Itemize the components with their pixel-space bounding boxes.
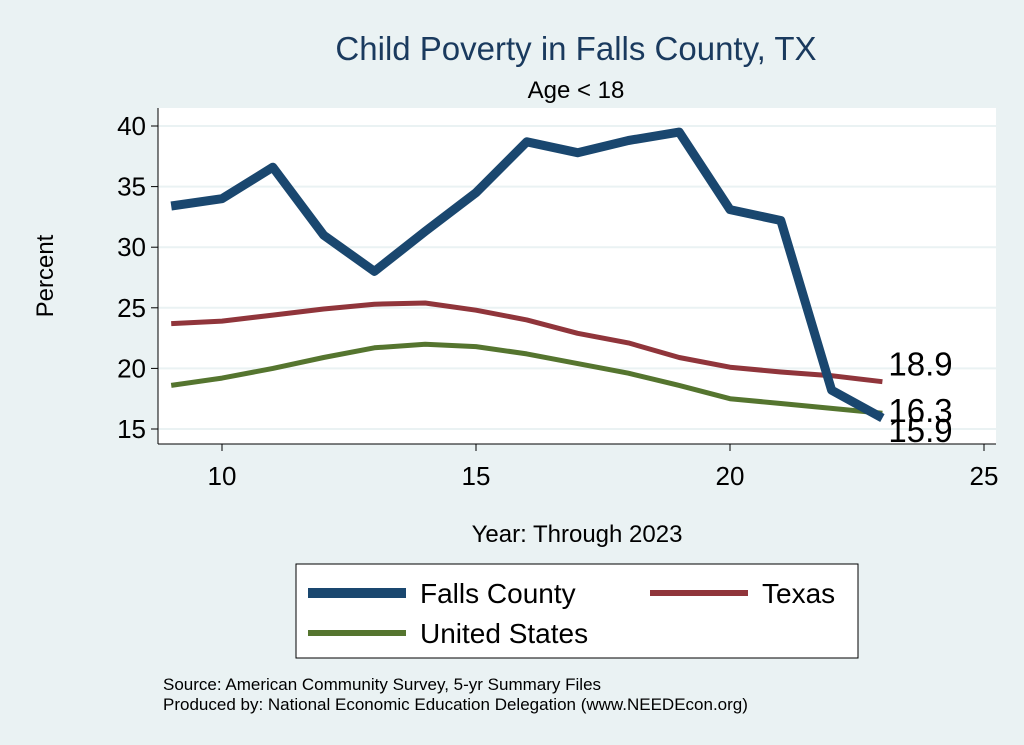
source-note: Source: American Community Survey, 5-yr … — [163, 675, 601, 694]
legend-label-falls-county: Falls County — [420, 578, 576, 609]
x-tick-label-10: 10 — [208, 461, 237, 491]
y-tick-label-25: 25 — [117, 293, 146, 323]
series-line-falls-county — [170, 127, 885, 423]
end-label-falls-county: 15.9 — [888, 412, 952, 449]
y-tick-label-30: 30 — [117, 232, 146, 262]
x-axis-title: Year: Through 2023 — [472, 521, 683, 548]
chart-title: Child Poverty in Falls County, TX — [335, 30, 816, 67]
end-label-texas: 18.9 — [888, 346, 952, 383]
legend-label-texas: Texas — [762, 578, 835, 609]
end-label-united-states: 16.3 — [888, 392, 952, 429]
y-axis-title: Percent — [32, 234, 59, 317]
y-tick-label-40: 40 — [117, 111, 146, 141]
legend: Falls County Texas United States — [295, 563, 859, 659]
legend-label-united-states: United States — [420, 618, 588, 649]
end-labels: 15.9 18.9 16.3 — [888, 346, 952, 449]
plot-area — [158, 108, 996, 444]
y-tick-label-15: 15 — [117, 414, 146, 444]
series-line-texas — [171, 300, 883, 385]
series-lines — [170, 127, 885, 423]
legend-box — [295, 563, 859, 659]
axes — [157, 108, 996, 445]
produced-by-note: Produced by: National Economic Education… — [163, 695, 748, 714]
x-ticks: 10 15 20 25 — [208, 444, 999, 491]
x-tick-label-25: 25 — [970, 461, 999, 491]
y-ticks: 15 20 25 30 35 40 — [117, 111, 158, 444]
chart-subtitle: Age < 18 — [528, 77, 625, 104]
series-line-united-states — [170, 341, 883, 416]
x-tick-label-20: 20 — [716, 461, 745, 491]
y-tick-label-20: 20 — [117, 353, 146, 383]
y-tick-label-35: 35 — [117, 172, 146, 202]
x-tick-label-15: 15 — [462, 461, 491, 491]
gridlines — [158, 125, 996, 430]
